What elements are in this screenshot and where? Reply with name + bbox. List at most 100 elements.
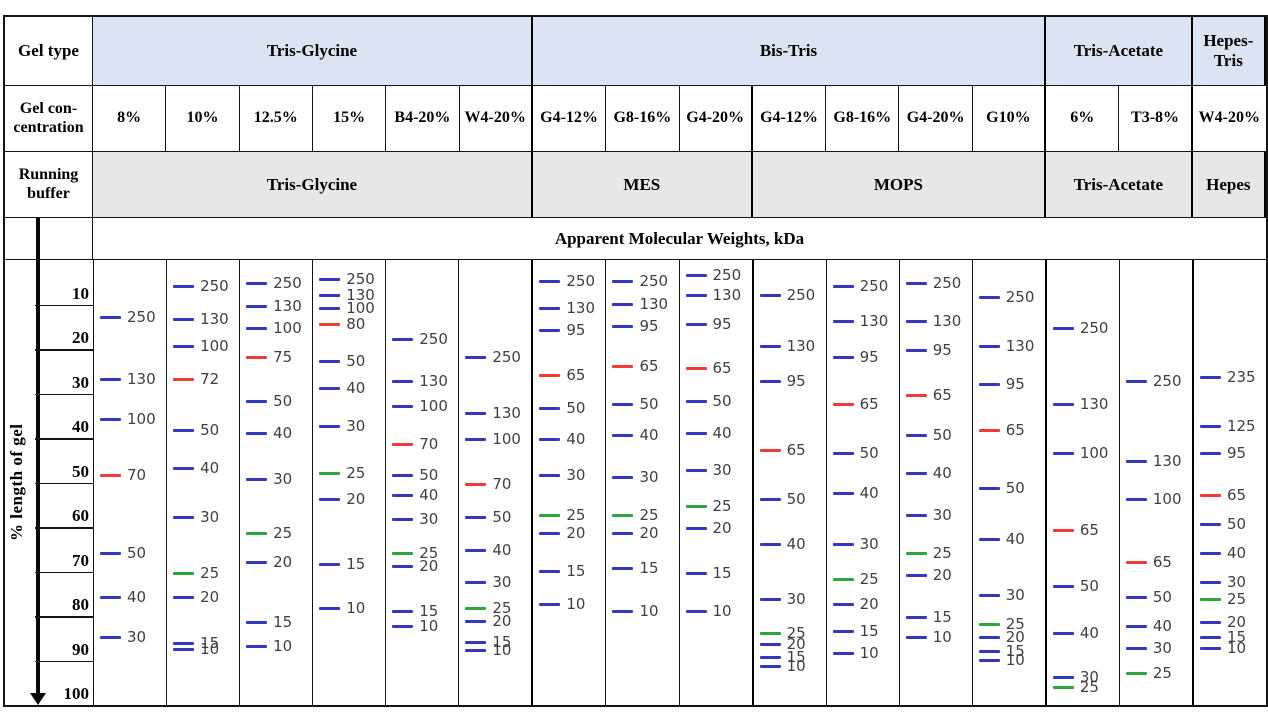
band-kda-label: 50 [127,543,147,562]
band-kda-label: 15 [566,561,586,580]
band-line [759,293,781,297]
protein-band: 20 [539,525,605,541]
band-line [685,469,707,473]
band-kda-label: 10 [859,643,879,662]
band-kda-label: 15 [273,612,293,631]
protein-band: 80 [319,316,385,332]
band-line [392,404,414,408]
band-kda-label: 250 [932,274,962,293]
band-line [1052,529,1074,533]
band-kda-label: 250 [1152,372,1182,391]
protein-band: 20 [685,521,752,536]
axis-line [36,260,40,694]
band-kda-label: 250 [419,330,448,349]
protein-band: 130 [978,338,1045,354]
protein-band: 40 [905,463,972,482]
protein-band: 25 [612,507,678,523]
band-kda-label: 50 [1079,577,1099,596]
protein-band: 95 [685,316,752,332]
protein-band: 250 [392,332,458,347]
band-kda-label: 40 [932,463,952,482]
band-kda-label: 50 [712,392,732,411]
protein-band: 40 [319,381,385,396]
band-kda-label: 130 [200,310,229,329]
protein-band: 15 [759,650,826,665]
y-axis-tick-label: 70 [72,550,89,570]
y-axis-tick-label: 20 [72,328,89,347]
band-line [100,596,121,600]
band-line [392,442,414,446]
protein-band: 25 [1052,680,1119,695]
band-line [246,304,268,308]
protein-band: 235 [1199,369,1266,385]
band-line [685,293,707,297]
band-line [392,473,414,477]
band-kda-label: 25 [1226,590,1247,609]
band-kda-label: 70 [127,465,147,484]
band-line [173,516,195,520]
protein-band: 40 [759,536,826,552]
band-kda-label: 40 [1152,617,1172,636]
band-line [246,400,268,404]
y-axis-tick [35,527,93,529]
band-kda-label: 30 [566,465,586,484]
band-kda-label: 25 [566,505,586,524]
protein-band: 50 [978,481,1045,496]
protein-band: 15 [1199,630,1266,645]
protein-band: 25 [173,565,239,581]
protein-band: 100 [465,432,531,447]
band-line [905,551,927,555]
protein-band: 250 [905,274,972,293]
band-line [1052,402,1074,406]
protein-band: 30 [1052,668,1119,687]
band-kda-label: 25 [273,523,293,542]
protein-band: 25 [685,498,752,514]
band-line [246,645,268,649]
band-kda-label: 30 [1152,639,1172,658]
band-line [832,542,854,546]
band-line [905,393,927,397]
protein-band: 50 [465,510,531,525]
band-kda-label: 40 [492,541,512,560]
protein-band: 10 [465,642,531,658]
gel-concentration-cell: 8% [93,86,167,151]
protein-band: 30 [978,587,1045,603]
band-line [100,378,121,382]
band-kda-label: 95 [932,341,952,360]
protein-band: 100 [1125,492,1192,507]
gel-lane: 250 130 95 65 50 40 30 25 20 15 10 [754,260,827,705]
band-line [392,338,414,342]
band-kda-label: 10 [1005,650,1025,669]
band-line [1052,676,1074,680]
y-axis-label: % length of gel [7,423,26,542]
band-kda-label: 250 [200,276,229,295]
band-line [759,665,781,669]
band-line [978,649,1000,653]
band-kda-label: 25 [1152,663,1172,682]
band-line [319,293,341,297]
gel-lane: 250 130 95 65 50 40 30 25 20 15 10 [680,260,754,705]
protein-band: 250 [100,309,166,325]
band-line [685,367,707,371]
protein-band: 65 [1125,554,1192,570]
band-kda-label: 250 [712,265,742,284]
protein-band: 100 [173,338,239,354]
band-kda-label: 10 [712,601,732,620]
band-kda-label: 20 [639,523,659,542]
band-line [392,609,414,613]
gel-lane: 235 125 95 65 50 40 30 25 20 15 10 [1194,260,1266,705]
band-kda-label: 30 [200,508,220,527]
band-kda-label: 10 [566,594,586,613]
band-kda-label: 65 [859,394,879,413]
protein-band: 50 [319,354,385,369]
protein-band: 10 [978,650,1045,669]
protein-band: 25 [319,465,385,481]
band-kda-label: 95 [566,321,586,340]
band-line [173,378,195,382]
protein-band: 50 [832,445,899,461]
protein-band: 50 [905,427,972,443]
band-kda-label: 50 [419,465,439,484]
band-kda-label: 50 [786,490,806,509]
band-line [319,322,341,326]
band-kda-label: 30 [1079,668,1099,687]
